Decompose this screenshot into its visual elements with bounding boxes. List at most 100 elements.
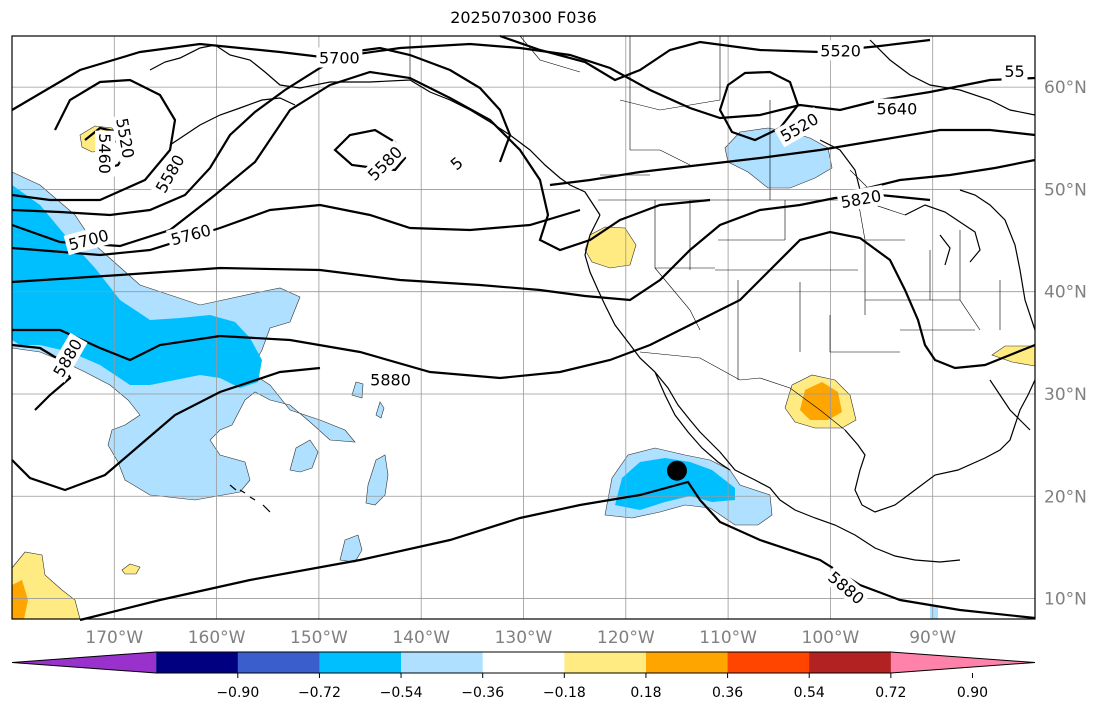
florida-coast [989,379,1031,431]
contour-5760 [11,203,581,257]
southeast-alaska-coastline [409,79,601,216]
colorbar-tick-label: −0.36 [461,685,504,701]
contour-label-text: 5640 [877,100,918,119]
contour-label-text: 5460 [95,133,114,174]
contour-label: 5520 [817,40,864,61]
lat-tick-label: 30°N [1044,385,1087,405]
colorbar-tick-label: 0.90 [957,685,988,701]
colorbar-tick-label: −0.54 [380,685,423,701]
contour-label-background [873,98,920,119]
contour-label-background [822,565,871,610]
east-coast [959,189,1036,331]
contour-label-background [63,223,114,256]
longitude-tick-labels: 170°W 160°W 150°W 140°W 130°W 120°W 110°W 100°W… [85,628,956,648]
contour-label-background [774,107,825,148]
contour-label-background [47,332,88,383]
contour-5820 [11,193,931,302]
colorbar-segment [156,652,239,673]
negative-anomaly-region [289,439,319,473]
contour-label-background [367,369,414,390]
contour-label-text: 5880 [370,371,411,390]
contour-5880-south [11,366,1036,622]
lon-tick-label: 130°W [495,628,553,648]
negative-anomaly-region [365,454,389,506]
colorbar-tick-label: 0.36 [712,685,743,701]
contour-5520-loop [718,70,800,142]
contour-5700-north [11,42,1036,120]
lon-tick-label: 140°W [392,628,450,648]
colorbar-tick-label: 0.18 [630,685,661,701]
contour-label: 5 [443,150,469,176]
contour-label-background [443,150,469,176]
colorbar-extend-min [12,652,157,673]
contour-label-background [361,139,409,187]
contour-5880 [12,230,1036,380]
lat-tick-label: 20°N [1044,487,1087,507]
gulf-coast [844,379,1036,513]
contour-label: 5700 [316,47,363,68]
lon-tick-label: 90°W [909,628,956,648]
lon-tick-label: 100°W [802,628,860,648]
map-frame [11,35,1036,620]
colorbar-segment [401,652,484,673]
state-borders [600,99,1001,380]
contour-label-text: 55 [1004,62,1024,81]
contour-label-background [111,113,140,163]
contour-label-background [316,47,363,68]
contour-label: 55 [1001,60,1028,81]
lat-tick-label: 40°N [1044,283,1087,303]
lat-tick-label: 10°N [1044,590,1087,610]
contour-label: 5820 [836,184,886,213]
negative-anomaly-region [375,401,385,419]
positive-anomaly-core [12,580,28,619]
coastlines [149,39,1036,563]
great-lakes [904,204,981,266]
lat-tick-label: 50°N [1044,180,1087,200]
colorbar-segment [237,652,320,673]
colorbar-tick-label: −0.90 [216,685,259,701]
colorbar-tick-label: −0.72 [298,685,341,701]
height-contours [11,34,1036,622]
contour-label-background [817,40,864,61]
colorbar-segment [809,652,892,673]
contour-label: 5460 [95,130,116,177]
contour-5520-west [11,78,177,202]
colorbar-outline [11,651,1036,674]
colorbar-segment [645,652,729,673]
alaska-coastline [149,44,411,146]
lon-tick-label: 110°W [699,628,757,648]
contour-5580-loop [333,128,407,172]
contour-5700 [11,70,711,252]
contour-label-background [149,148,190,199]
lon-tick-label: 170°W [85,628,143,648]
political-borders [409,35,1001,431]
lon-tick-label: 160°W [188,628,246,648]
positive-anomaly-core [800,382,842,420]
province-borders [519,35,881,201]
contour-label-background [1001,60,1028,81]
map-title: 2025070300 F036 [450,8,597,27]
colorbar-tick-label: −0.18 [543,685,586,701]
contour-5580 [11,46,512,217]
contour-label-background [165,218,216,251]
lat-tick-label: 60°N [1044,78,1087,98]
colorbar-segment [482,652,565,673]
hawaii-islands [229,484,271,513]
contour-5640 [549,128,1036,187]
colorbar-extend-max [890,652,1035,673]
colorbar: −0.90 −0.72 −0.54 −0.36 −0.18 0.18 0.36 0.54 0.7… [11,651,1036,701]
colorbar-tick-label: 0.72 [875,685,906,701]
positive-anomaly-region [584,226,637,269]
contour-label: 5640 [873,98,920,119]
colorbar-segment [319,652,402,673]
us-mexico-border [639,351,846,431]
hudson-bay [819,39,1036,191]
positive-anomaly-region [121,563,141,575]
negative-anomaly-core [615,458,735,510]
contour-label-text: 5700 [319,49,360,68]
latitude-tick-labels: 10°N 20°N 30°N 40°N 50°N 60°N [1044,78,1087,609]
contour-label-text: 5520 [820,41,861,60]
lon-tick-label: 150°W [290,628,348,648]
